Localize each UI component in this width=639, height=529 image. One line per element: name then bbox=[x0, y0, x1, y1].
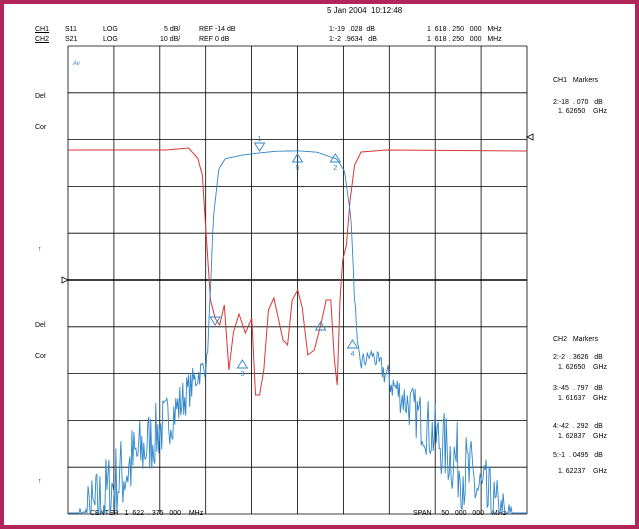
ch1-label[interactable]: CH1 bbox=[35, 26, 50, 33]
del-label-bottom: Del bbox=[35, 322, 46, 329]
ch1-reference-arrow bbox=[526, 133, 534, 141]
ch2-marker-4-freq: 1. 62837 GHz bbox=[558, 433, 608, 440]
del-label-top: Del bbox=[35, 93, 46, 100]
ch2-marker-readout: 1:-2 .9634 dB bbox=[329, 36, 377, 43]
marker-3-triangle-label: 3 bbox=[240, 371, 244, 378]
ch1-ref: REF -14 dB bbox=[199, 26, 236, 33]
ch1-scale: 5 dB/ bbox=[164, 26, 181, 33]
ch1-marker-3-triangle bbox=[209, 316, 221, 326]
ch1-marker-freq: 1 618 . 250 000 MHz bbox=[427, 26, 502, 33]
ch2-marker-3-freq: 1. 61637 GHz bbox=[558, 395, 608, 402]
ch2-marker-2-value: 2:-2 . 3626 dB bbox=[553, 354, 603, 361]
cor-label-top: Cor bbox=[35, 124, 47, 131]
ch2-ref: REF 0 dB bbox=[199, 36, 230, 43]
ch2-label[interactable]: CH2 bbox=[35, 36, 50, 43]
ch1-marker-2-value: 2:-18 . 070 dB bbox=[553, 99, 603, 106]
ch1-format: LOG bbox=[103, 26, 118, 33]
ch1-markers-title: CH1 Markers bbox=[553, 77, 599, 84]
arrow-label-top: ↑ bbox=[38, 246, 42, 253]
marker-1-triangle-label: 1 bbox=[258, 136, 262, 143]
marker-2-triangle-label: 2 bbox=[333, 165, 337, 172]
datetime: 5 Jan 2004 10:12:48 bbox=[327, 6, 403, 15]
averaging-indicator: Av bbox=[73, 61, 80, 67]
ch2-marker-2-freq: 1. 62650 GHz bbox=[558, 364, 608, 371]
ch2-marker-5-freq: 1. 62237 GHz bbox=[558, 468, 608, 475]
marker-3-triangle bbox=[236, 359, 249, 369]
ch2-param: S21 bbox=[65, 36, 78, 43]
ch2-scale: 10 dB/ bbox=[160, 36, 181, 43]
marker-2-triangle bbox=[329, 153, 342, 163]
cor-label-bottom: Cor bbox=[35, 353, 47, 360]
ch2-marker-freq: 1 618 . 250 000 MHz bbox=[427, 36, 502, 43]
center-frequency: CENTER 1 622 . 375 000 MHz bbox=[90, 510, 204, 517]
ch2-reference-arrow bbox=[61, 276, 69, 284]
ch2-marker-5-value: 5:-1 . 0495 dB bbox=[553, 452, 603, 459]
ch1-s11-trace bbox=[68, 147, 528, 396]
ch2-markers-title: CH2 Markers bbox=[553, 336, 599, 343]
span-frequency: SPAN 50 . 000 000 MHz bbox=[413, 510, 507, 517]
ch2-marker-3-value: 3:-45 . 797 dB bbox=[553, 385, 603, 392]
marker-5-triangle bbox=[291, 153, 304, 163]
ch1-param: S11 bbox=[65, 26, 77, 33]
marker-4-triangle-label: 4 bbox=[351, 351, 355, 358]
arrow-label-bottom: ↑ bbox=[38, 478, 42, 485]
ch2-format: LOG bbox=[103, 36, 118, 43]
ch1-marker-readout: 1:-19 .028 dB bbox=[329, 26, 375, 33]
marker-5-triangle-label: 5 bbox=[295, 165, 299, 172]
ch2-s21-trace bbox=[68, 150, 527, 514]
marker-1-triangle bbox=[253, 142, 266, 152]
marker-4-triangle bbox=[346, 339, 359, 349]
ch2-marker-4-value: 4:-42 . 292 dB bbox=[553, 423, 603, 430]
ch1-marker-2-freq: 1. 62650 GHz bbox=[558, 108, 608, 115]
ch1-marker-4-triangle bbox=[314, 321, 327, 331]
